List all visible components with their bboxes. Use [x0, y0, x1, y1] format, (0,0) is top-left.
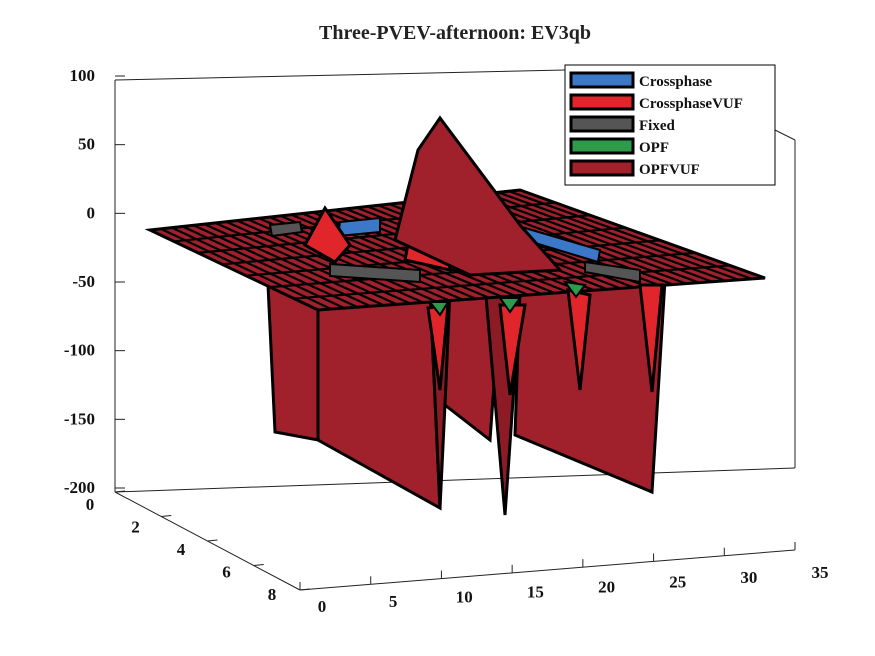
y-tick-mark: [207, 539, 218, 542]
fixed-strip-1: [268, 220, 304, 238]
plane-grid-line: [236, 219, 424, 304]
y-tick-mark: [299, 588, 311, 591]
plane-grid-line: [214, 221, 398, 306]
right-top-edge: [774, 129, 796, 141]
front-wall-left: [266, 282, 320, 442]
top-back-edge: [114, 69, 566, 81]
plane-grid-line: [486, 192, 726, 282]
plane-grid-line: [476, 193, 713, 283]
y-tick-mark: [161, 515, 172, 517]
z-tick-label: 100: [70, 66, 96, 85]
plane-grid-line: [160, 227, 332, 311]
legend-label: Crossphase: [639, 74, 712, 90]
crossphaseVUF-trough-4: [638, 283, 664, 393]
x-tick-label: 5: [389, 592, 398, 611]
legend-label: OPF: [639, 140, 669, 156]
crossphase-strip-1: [336, 216, 381, 238]
opf-tip-1: [427, 301, 450, 317]
z-tick-label: -150: [64, 409, 95, 428]
plane-grid-line: [508, 190, 753, 280]
plane-grid-line: [225, 220, 411, 305]
opf-tip-2: [498, 297, 522, 314]
plane-grid-line: [293, 264, 731, 300]
y-tick-label: 6: [222, 563, 231, 582]
x-tick-label: 10: [456, 587, 473, 606]
y-tick-label: 2: [131, 518, 140, 537]
y-tick-label: 8: [268, 585, 277, 604]
plane-grid-line: [203, 223, 385, 307]
plane-grid-line: [171, 226, 345, 310]
legend-label: Fixed: [639, 118, 675, 134]
legend-swatch: [569, 93, 635, 111]
x-tick-label: 30: [740, 568, 757, 587]
y-tick-mark: [114, 490, 126, 493]
y-tick-label: 4: [177, 540, 186, 559]
legend: Crossphase CrossphaseVUF Fixed OPF OPFVUF: [564, 64, 776, 186]
chart-title: Three-PVEV-afternoon: EV3qb: [319, 22, 591, 44]
legend-label: CrossphaseVUF: [639, 96, 743, 112]
z-tick-label: -100: [64, 341, 95, 360]
z-tick-label: 0: [87, 203, 96, 222]
surface-plot: [144, 115, 766, 516]
y-axis-ticks: 0 2 4 6 8: [86, 490, 311, 604]
z-tick-label: 50: [78, 135, 95, 154]
x-tick-label: 35: [812, 563, 829, 582]
x-tick-label: 20: [598, 578, 615, 597]
legend-swatch: [569, 159, 635, 177]
z-axis-ticks: 100 50 0 -50 -100 -150 -200: [64, 66, 125, 497]
z-tick-label: -50: [72, 272, 95, 291]
x-tick-label: 25: [669, 573, 686, 592]
x-axis-ticks: 0 5 10 15 20 25 30 35: [299, 542, 829, 616]
opfvuf-peak: [393, 115, 564, 277]
plane-grid-line: [193, 224, 372, 308]
x-tick-label: 15: [527, 582, 544, 601]
z-tick-label: -200: [64, 478, 95, 497]
y-tick-mark: [253, 564, 264, 566]
crossphaseVUF-peak-1: [302, 205, 352, 264]
legend-swatch: [569, 71, 635, 89]
fixed-strip-3: [584, 260, 641, 284]
legend-label: OPFVUF: [639, 162, 700, 178]
plane-grid-line: [497, 191, 740, 281]
plane-grid-line: [182, 225, 358, 309]
legend-swatch: [569, 115, 635, 133]
legend-swatch: [569, 137, 635, 155]
x-tick-label: 0: [318, 597, 327, 616]
plane-grid-line: [197, 214, 591, 254]
opf-tip-3: [562, 280, 587, 299]
x-axis-line: [299, 549, 796, 591]
y-tick-label: 0: [86, 495, 95, 514]
fixed-strip-2: [329, 262, 421, 284]
back-floor-edge: [114, 467, 796, 493]
front-wall-mid: [316, 288, 442, 511]
